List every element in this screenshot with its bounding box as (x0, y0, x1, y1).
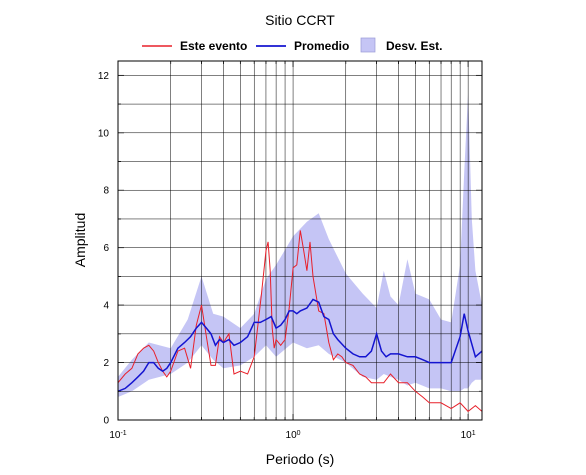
y-tick-label: 8 (103, 186, 109, 197)
x-axis-label: Periodo (s) (266, 451, 334, 467)
legend-label-desv-est: Desv. Est. (386, 39, 442, 53)
y-tick-label: 12 (98, 71, 110, 82)
x-tick-label: 100 (286, 430, 301, 442)
legend-swatch-desv-est (360, 37, 376, 53)
grid (117, 61, 482, 421)
y-tick-label: 0 (103, 416, 109, 427)
legend: Este evento Promedio Desv. Est. (142, 37, 442, 53)
y-tick-labels: 0 2 4 6 8 10 12 (98, 71, 110, 427)
y-axis-label: Amplitud (72, 213, 88, 267)
x-tick-label: 10-1 (109, 430, 126, 442)
plot-frame (117, 60, 483, 421)
axis-ticks (117, 61, 482, 421)
series-line-promedio (118, 298, 482, 392)
x-tick-label: 101 (461, 430, 476, 442)
y-tick-label: 4 (103, 301, 109, 312)
std-dev-band (118, 92, 482, 397)
legend-label-promedio: Promedio (294, 39, 349, 53)
x-tick-labels: 10-1 100 101 (109, 430, 475, 442)
legend-label-este-evento: Este evento (180, 39, 247, 53)
y-tick-label: 10 (98, 128, 110, 139)
series-line-este-evento (118, 230, 482, 413)
y-tick-label: 6 (103, 243, 109, 254)
chart-title: Sitio CCRT (265, 12, 335, 28)
y-tick-label: 2 (103, 358, 109, 369)
